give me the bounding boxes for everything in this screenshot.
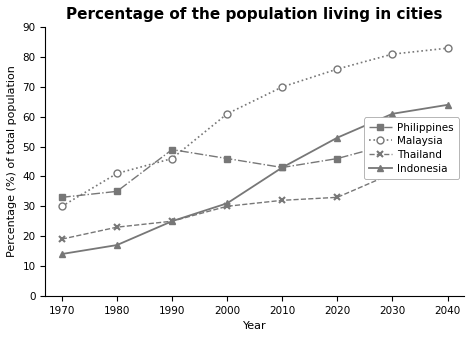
- Thailand: [334, 195, 340, 199]
- Indonesia: [114, 243, 120, 247]
- Malaysia: [334, 67, 340, 71]
- Malaysia: [445, 46, 450, 50]
- Thailand: [169, 219, 175, 223]
- Malaysia: [59, 204, 65, 208]
- Philippines: [279, 166, 285, 170]
- Thailand: [224, 204, 230, 208]
- Philippines: [114, 189, 120, 193]
- Line: Thailand: Thailand: [58, 143, 451, 243]
- Line: Malaysia: Malaysia: [58, 45, 451, 210]
- Thailand: [279, 198, 285, 202]
- Philippines: [169, 148, 175, 152]
- Philippines: [445, 124, 450, 128]
- Y-axis label: Percentage (%) of total population: Percentage (%) of total population: [7, 66, 17, 258]
- Title: Percentage of the population living in cities: Percentage of the population living in c…: [66, 7, 443, 22]
- Indonesia: [59, 252, 65, 256]
- Legend: Philippines, Malaysia, Thailand, Indonesia: Philippines, Malaysia, Thailand, Indones…: [364, 117, 459, 179]
- Indonesia: [224, 201, 230, 205]
- Line: Indonesia: Indonesia: [59, 102, 451, 257]
- Thailand: [114, 225, 120, 229]
- Philippines: [224, 156, 230, 161]
- X-axis label: Year: Year: [243, 321, 267, 331]
- Indonesia: [334, 136, 340, 140]
- Indonesia: [445, 103, 450, 107]
- Malaysia: [224, 112, 230, 116]
- Philippines: [334, 156, 340, 161]
- Malaysia: [279, 85, 285, 89]
- Malaysia: [169, 156, 175, 161]
- Thailand: [59, 237, 65, 241]
- Thailand: [390, 171, 395, 175]
- Malaysia: [390, 52, 395, 56]
- Indonesia: [390, 112, 395, 116]
- Indonesia: [169, 219, 175, 223]
- Malaysia: [114, 171, 120, 175]
- Philippines: [390, 142, 395, 146]
- Thailand: [445, 145, 450, 149]
- Philippines: [59, 195, 65, 199]
- Indonesia: [279, 166, 285, 170]
- Line: Philippines: Philippines: [59, 123, 451, 200]
